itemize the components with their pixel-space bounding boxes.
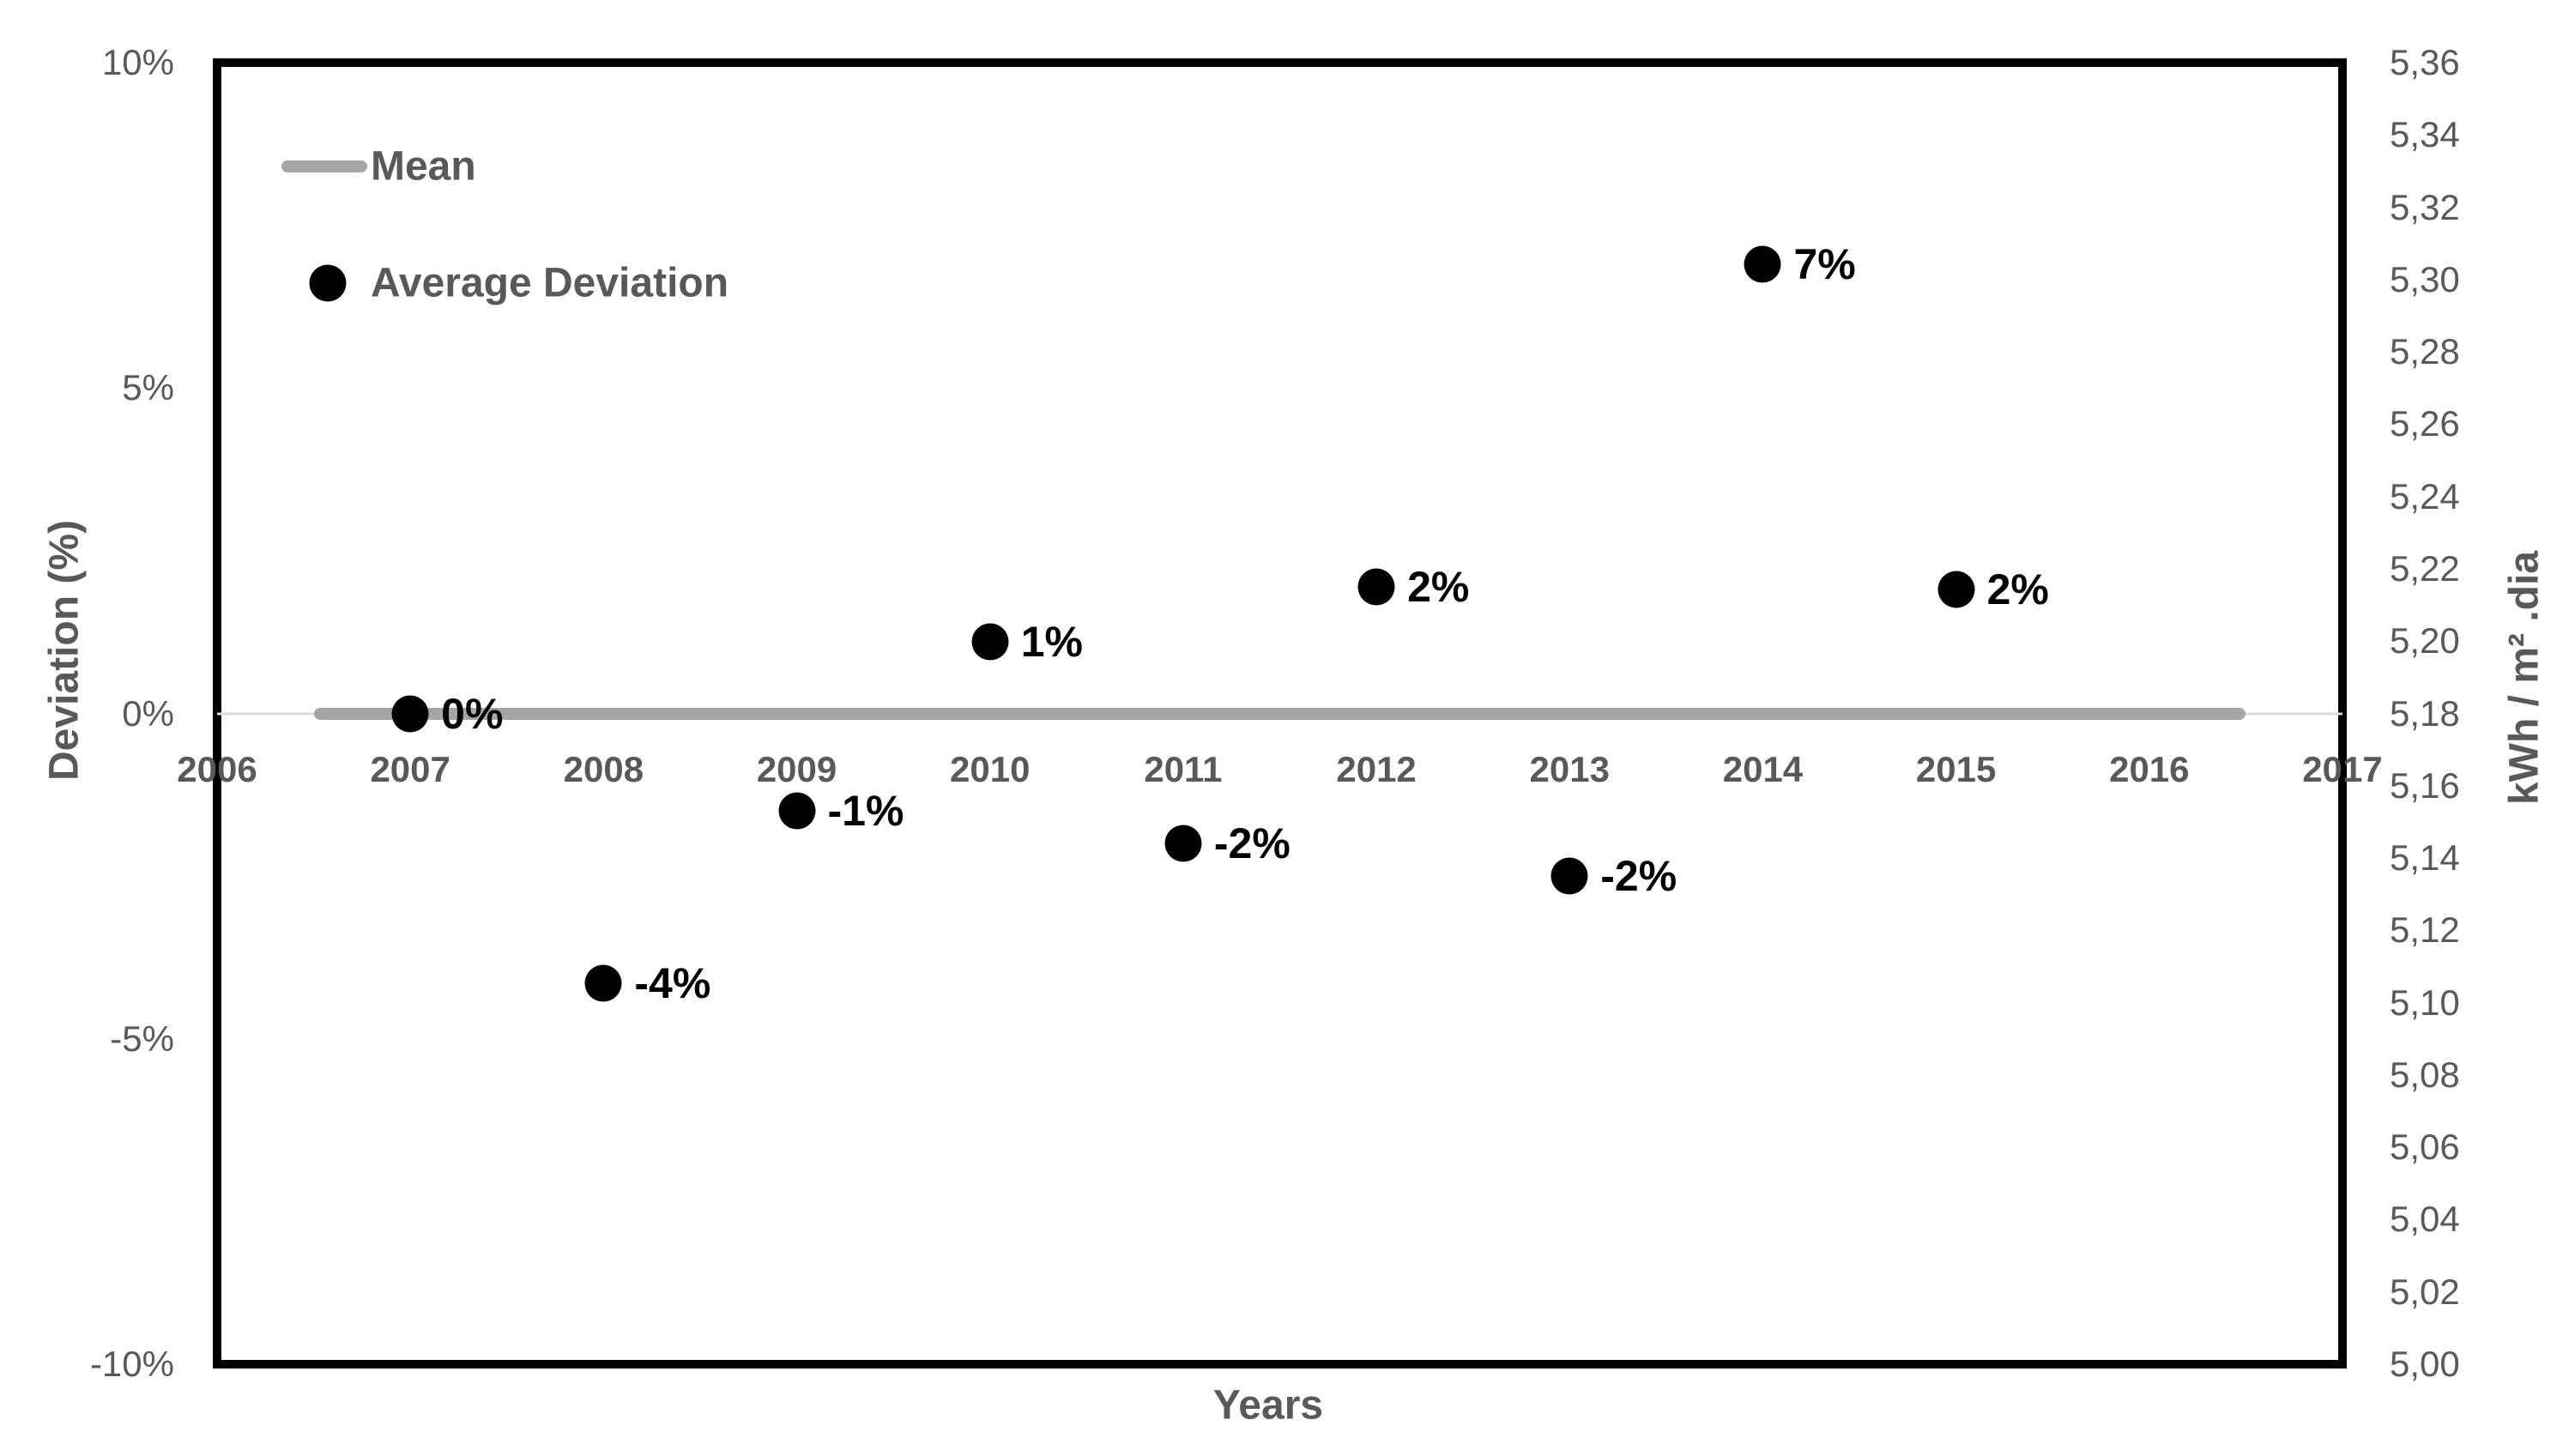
data-point-dot — [778, 792, 816, 830]
right-axis-tick-label: 5,04 — [2390, 1199, 2460, 1240]
left-axis-tick-label: 5% — [122, 367, 174, 408]
left-axis-tick-label: 10% — [101, 42, 174, 82]
data-point-dot — [971, 623, 1009, 661]
x-axis-tick-label: 2014 — [1722, 749, 1804, 789]
data-point-dot — [1357, 568, 1395, 606]
data-point-label: -1% — [827, 787, 904, 836]
right-axis-tick-label: 5,02 — [2390, 1271, 2460, 1312]
right-axis-tick-label: 5,36 — [2390, 42, 2460, 82]
right-axis-tick-label: 5,34 — [2390, 114, 2460, 155]
x-axis-tick-label: 2016 — [2109, 749, 2190, 789]
right-axis-tick-label: 5,30 — [2390, 258, 2460, 299]
legend-average-deviation-label: Average Deviation — [371, 260, 729, 306]
mean-line-series — [313, 707, 2246, 720]
data-point-label: -2% — [1213, 819, 1291, 868]
data-point-label: 2% — [1986, 565, 2049, 614]
right-axis-tick-label: 5,28 — [2390, 331, 2460, 372]
data-point-dot — [1744, 245, 1781, 283]
left-axis-title: Deviation (%) — [41, 519, 88, 782]
right-axis-tick-label: 5,18 — [2390, 692, 2460, 734]
right-axis-tick-label: 5,10 — [2390, 982, 2460, 1023]
average-deviation-legend-dot-icon — [309, 264, 347, 302]
x-axis-tick-label: 2006 — [177, 749, 257, 789]
data-point-dot — [391, 695, 429, 732]
x-axis-tick-label: 2013 — [1529, 749, 1610, 789]
right-axis-tick-label: 5,06 — [2390, 1127, 2460, 1168]
x-axis-tick-label: 2011 — [1144, 749, 1223, 789]
data-point-dot — [584, 964, 622, 1002]
right-axis-tick-label: 5,24 — [2390, 475, 2460, 517]
right-axis-tick-label: 5,16 — [2390, 764, 2460, 806]
right-axis-tick-label: 5,14 — [2390, 837, 2460, 879]
x-axis-tick-label: 2017 — [2302, 749, 2383, 789]
left-axis-tick-label: -5% — [110, 1018, 174, 1059]
right-axis-tick-label: 5,20 — [2390, 620, 2460, 662]
right-axis-tick-label: 5,22 — [2390, 547, 2460, 589]
right-axis-tick-label: 5,00 — [2390, 1344, 2460, 1384]
mean-legend-line-icon — [281, 160, 367, 172]
right-axis-tick-label: 5,32 — [2390, 186, 2460, 227]
legend-mean-label: Mean — [371, 143, 476, 190]
right-axis-tick-label: 5,12 — [2390, 909, 2460, 951]
x-axis-tick-label: 2010 — [950, 749, 1031, 789]
data-point-dot — [1550, 857, 1588, 895]
left-axis-tick-label: 0% — [122, 692, 174, 734]
data-point-label: -4% — [634, 959, 711, 1008]
data-point-dot — [1164, 825, 1202, 862]
x-axis-title: Years — [1212, 1382, 1324, 1429]
data-point-label: 0% — [441, 689, 504, 738]
left-axis-tick-label: -10% — [89, 1344, 174, 1384]
x-axis-tick-label: 2012 — [1336, 749, 1417, 789]
data-point-label: 7% — [1793, 240, 1856, 289]
right-axis-tick-label: 5,08 — [2390, 1054, 2460, 1095]
x-axis-tick-label: 2007 — [370, 749, 450, 789]
x-axis-tick-label: 2009 — [756, 749, 837, 789]
right-axis-tick-label: 5,26 — [2390, 403, 2460, 444]
data-point-label: -2% — [1600, 852, 1677, 901]
data-point-label: 1% — [1020, 618, 1083, 667]
x-axis-tick-label: 2008 — [563, 749, 644, 789]
x-axis-tick-label: 2015 — [1915, 749, 1997, 789]
data-point-label: 2% — [1407, 562, 1470, 611]
data-point-dot — [1937, 571, 1975, 608]
right-axis-title: kWh / m² .dia — [2501, 550, 2548, 806]
